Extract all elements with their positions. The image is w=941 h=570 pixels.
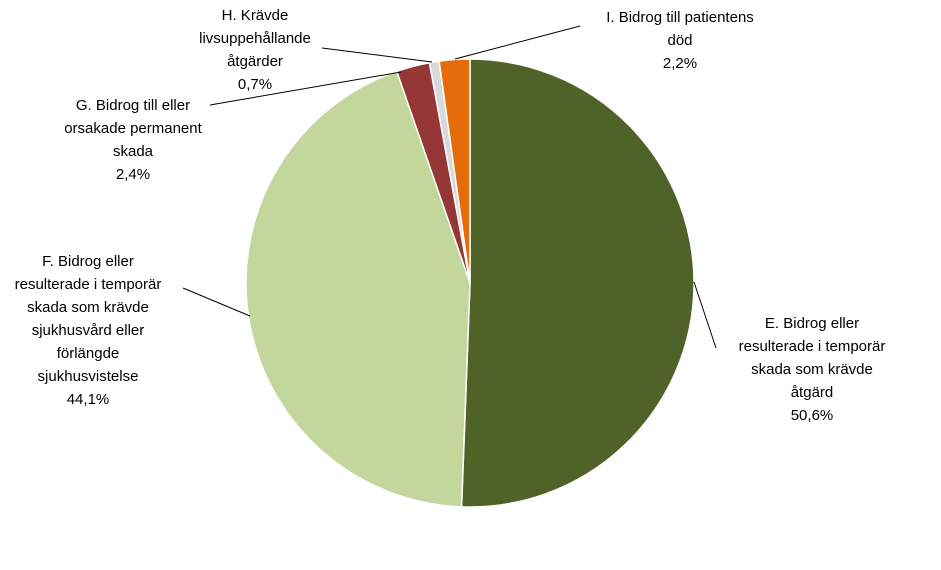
leader-line-e (693, 281, 717, 349)
pie-slice-e (460, 58, 695, 508)
slice-label-i: I. Bidrog till patientens död 2,2% (606, 9, 754, 72)
slice-label-g: G. Bidrog till eller orsakade permanent sk… (64, 97, 202, 183)
slice-label-line-h: åtgärder (227, 53, 283, 70)
pie-slice-f (245, 70, 471, 508)
slice-label-line-g: orsakade permanent (64, 120, 202, 137)
slice-label-line-i: I. Bidrog till patientens (606, 9, 754, 26)
slice-label-line-e: skada som krävde (751, 361, 873, 378)
slice-label-line-f: förlängde (57, 345, 120, 362)
slice-label-line-g: G. Bidrog till eller (76, 97, 190, 114)
pie-slices (245, 58, 695, 508)
slice-label-line-i: död (667, 32, 692, 49)
pie-slice-i (438, 58, 471, 284)
slice-value-i: 2,2% (663, 55, 697, 72)
slice-value-h: 0,7% (238, 76, 272, 93)
leader-line-h (321, 47, 433, 63)
slice-label-f: F. Bidrog eller resulterade i temporär ska… (15, 253, 162, 408)
leader-line-f (182, 287, 251, 317)
slice-labels: E. Bidrog eller resulterade i temporär ska… (15, 7, 886, 424)
leader-lines (182, 25, 717, 349)
slice-label-line-h: livsuppehållande (199, 30, 311, 47)
slice-value-g: 2,4% (116, 166, 150, 183)
leader-line-i (454, 25, 581, 60)
slice-label-line-f: F. Bidrog eller (42, 253, 134, 270)
slice-value-e: 50,6% (791, 407, 834, 424)
slice-label-line-e: resulterade i temporär (739, 338, 886, 355)
slice-label-line-f: skada som krävde (27, 299, 149, 316)
slice-label-line-e: E. Bidrog eller (765, 315, 859, 332)
slice-label-line-h: H. Krävde (222, 7, 289, 24)
slice-label-e: E. Bidrog eller resulterade i temporär ska… (739, 315, 886, 424)
slice-label-line-g: skada (113, 143, 154, 160)
slice-label-line-f: resulterade i temporär (15, 276, 162, 293)
slice-label-line-f: sjukhusvistelse (38, 368, 139, 385)
slice-label-line-e: åtgärd (791, 384, 834, 401)
slice-label-h: H. Krävde livsuppehållande åtgärder 0,7% (199, 7, 311, 93)
leader-line-g (209, 71, 402, 106)
slice-label-line-f: sjukhusvård eller (32, 322, 145, 339)
slice-value-f: 44,1% (67, 391, 110, 408)
